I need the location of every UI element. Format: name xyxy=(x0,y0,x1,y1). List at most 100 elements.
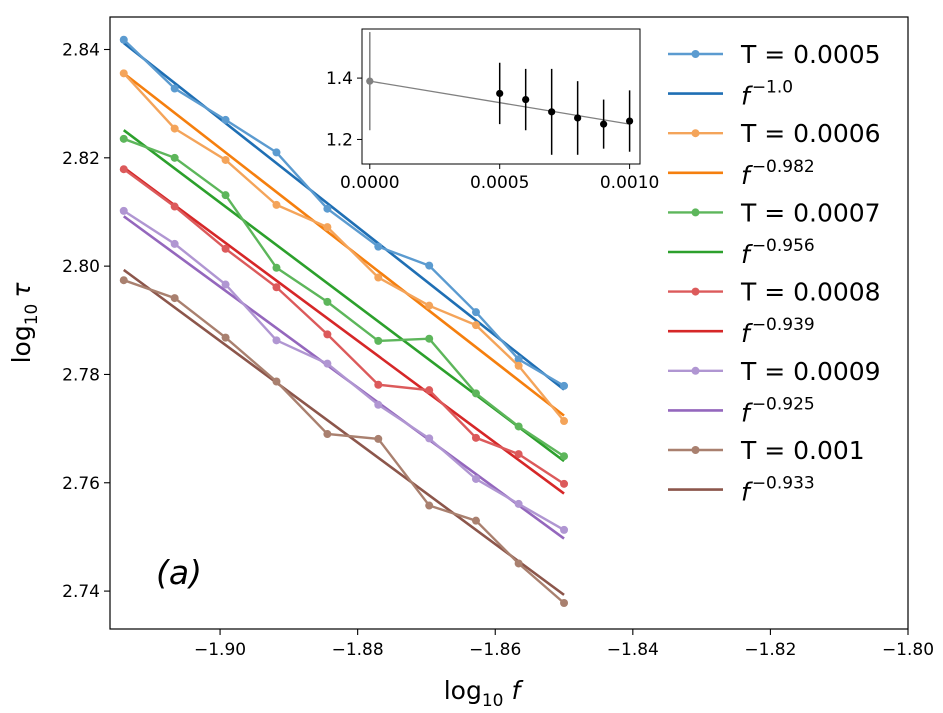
inset-y-tick-label: 1.4 xyxy=(326,69,353,89)
inset-point xyxy=(548,108,556,116)
data-point xyxy=(471,389,480,398)
inset-point xyxy=(574,114,582,122)
x-axis-label-sub: 10 xyxy=(482,691,504,711)
y-axis-label-var: τ xyxy=(7,282,36,298)
data-point xyxy=(272,148,281,157)
data-point xyxy=(514,355,523,364)
series-line-5 xyxy=(123,209,565,531)
legend-marker xyxy=(691,129,700,138)
data-point xyxy=(119,206,128,215)
data-point xyxy=(170,153,179,162)
data-point xyxy=(560,417,569,426)
data-point xyxy=(170,294,179,303)
data-point xyxy=(221,244,230,253)
series-line-1 xyxy=(122,38,565,387)
data-point xyxy=(323,204,332,213)
inset-y-tick-label: 1.2 xyxy=(326,130,353,150)
data-point xyxy=(221,280,230,289)
inset-x-tick-label: 0.0005 xyxy=(470,173,529,193)
inset-point xyxy=(366,77,374,85)
legend-label-series-2: T = 0.0006 xyxy=(740,119,881,148)
data-point xyxy=(119,165,128,174)
fit-line-1 xyxy=(122,41,565,391)
legend-label-series-5: T = 0.0009 xyxy=(740,357,881,386)
inset-x-tick-label: 0.0000 xyxy=(340,173,399,193)
legend-label-series-4: T = 0.0008 xyxy=(740,278,881,307)
data-point xyxy=(425,301,434,310)
data-point xyxy=(471,474,480,483)
data-point xyxy=(425,386,434,395)
y-tick-label: 2.74 xyxy=(62,582,100,602)
y-axis-label-group: log10 τ xyxy=(7,282,42,364)
data-point xyxy=(119,35,128,44)
data-point xyxy=(425,501,434,510)
x-axis-label-log: log xyxy=(444,676,482,705)
data-point xyxy=(374,242,383,251)
data-point xyxy=(514,499,523,508)
data-point xyxy=(221,115,230,124)
x-tick-label: −1.80 xyxy=(882,640,934,660)
data-point xyxy=(514,361,523,370)
main-axes-frame xyxy=(109,16,909,630)
data-point xyxy=(425,434,434,443)
x-tick-label: −1.90 xyxy=(194,640,246,660)
inset-errorbar-plot xyxy=(366,32,634,155)
x-tick-label: −1.82 xyxy=(744,640,796,660)
data-point xyxy=(374,400,383,409)
data-point xyxy=(170,124,179,133)
data-point xyxy=(272,263,281,272)
data-point xyxy=(170,239,179,248)
data-point xyxy=(471,321,480,330)
inset-point xyxy=(522,95,530,104)
inset-axes-frame xyxy=(361,28,641,165)
legend-marker xyxy=(691,50,700,58)
data-point xyxy=(374,273,383,282)
data-point xyxy=(323,297,332,306)
series-line-4 xyxy=(123,168,565,485)
data-series xyxy=(119,35,569,608)
y-axis-label-log: log xyxy=(7,325,36,363)
legend-label-series-3: T = 0.0007 xyxy=(740,198,881,227)
series-line-3 xyxy=(123,137,565,458)
data-point xyxy=(374,380,383,389)
data-point xyxy=(272,336,281,345)
data-point xyxy=(323,330,332,339)
data-point xyxy=(119,276,128,285)
fit-line-6 xyxy=(122,268,565,596)
data-point xyxy=(425,334,434,343)
y-axis-label: log10 τ xyxy=(7,282,42,364)
main-axis-ticks: −1.90 −1.88 −1.86 −1.84 −1.82 −1.80 2.74 2.76 2.… xyxy=(62,40,934,660)
x-tick-label: −1.86 xyxy=(469,640,521,660)
inset-point xyxy=(600,120,608,128)
data-point xyxy=(323,430,332,439)
y-tick-label: 2.80 xyxy=(62,257,100,277)
legend-label-series-6: T = 0.001 xyxy=(740,436,865,465)
inset-axis-ticks: 0.0000 0.0005 0.0010 1.2 1.4 xyxy=(326,69,659,193)
y-tick-label: 2.82 xyxy=(62,149,100,169)
series-line-2 xyxy=(122,72,565,422)
data-point xyxy=(560,525,569,534)
data-point xyxy=(272,377,281,386)
legend-marker xyxy=(691,287,700,296)
inset-point xyxy=(496,89,504,98)
data-point xyxy=(221,191,230,200)
data-point xyxy=(471,308,480,317)
data-point xyxy=(514,422,523,431)
data-point xyxy=(560,452,569,461)
panel-label: (a) xyxy=(156,553,202,592)
series-line-6 xyxy=(123,279,565,604)
y-tick-label: 2.84 xyxy=(62,40,100,60)
data-point xyxy=(221,155,230,164)
data-point xyxy=(323,359,332,368)
y-tick-label: 2.78 xyxy=(62,365,100,385)
data-point xyxy=(514,559,523,568)
data-point xyxy=(560,381,569,390)
inset-point xyxy=(626,117,634,125)
data-point xyxy=(374,336,383,345)
inset-x-tick-label: 0.0010 xyxy=(600,173,659,193)
data-point xyxy=(323,223,332,232)
data-point xyxy=(471,516,480,525)
y-axis-label-sub: 10 xyxy=(22,304,42,326)
data-point xyxy=(425,261,434,270)
legend-label-series-1: T = 0.0005 xyxy=(740,40,881,69)
